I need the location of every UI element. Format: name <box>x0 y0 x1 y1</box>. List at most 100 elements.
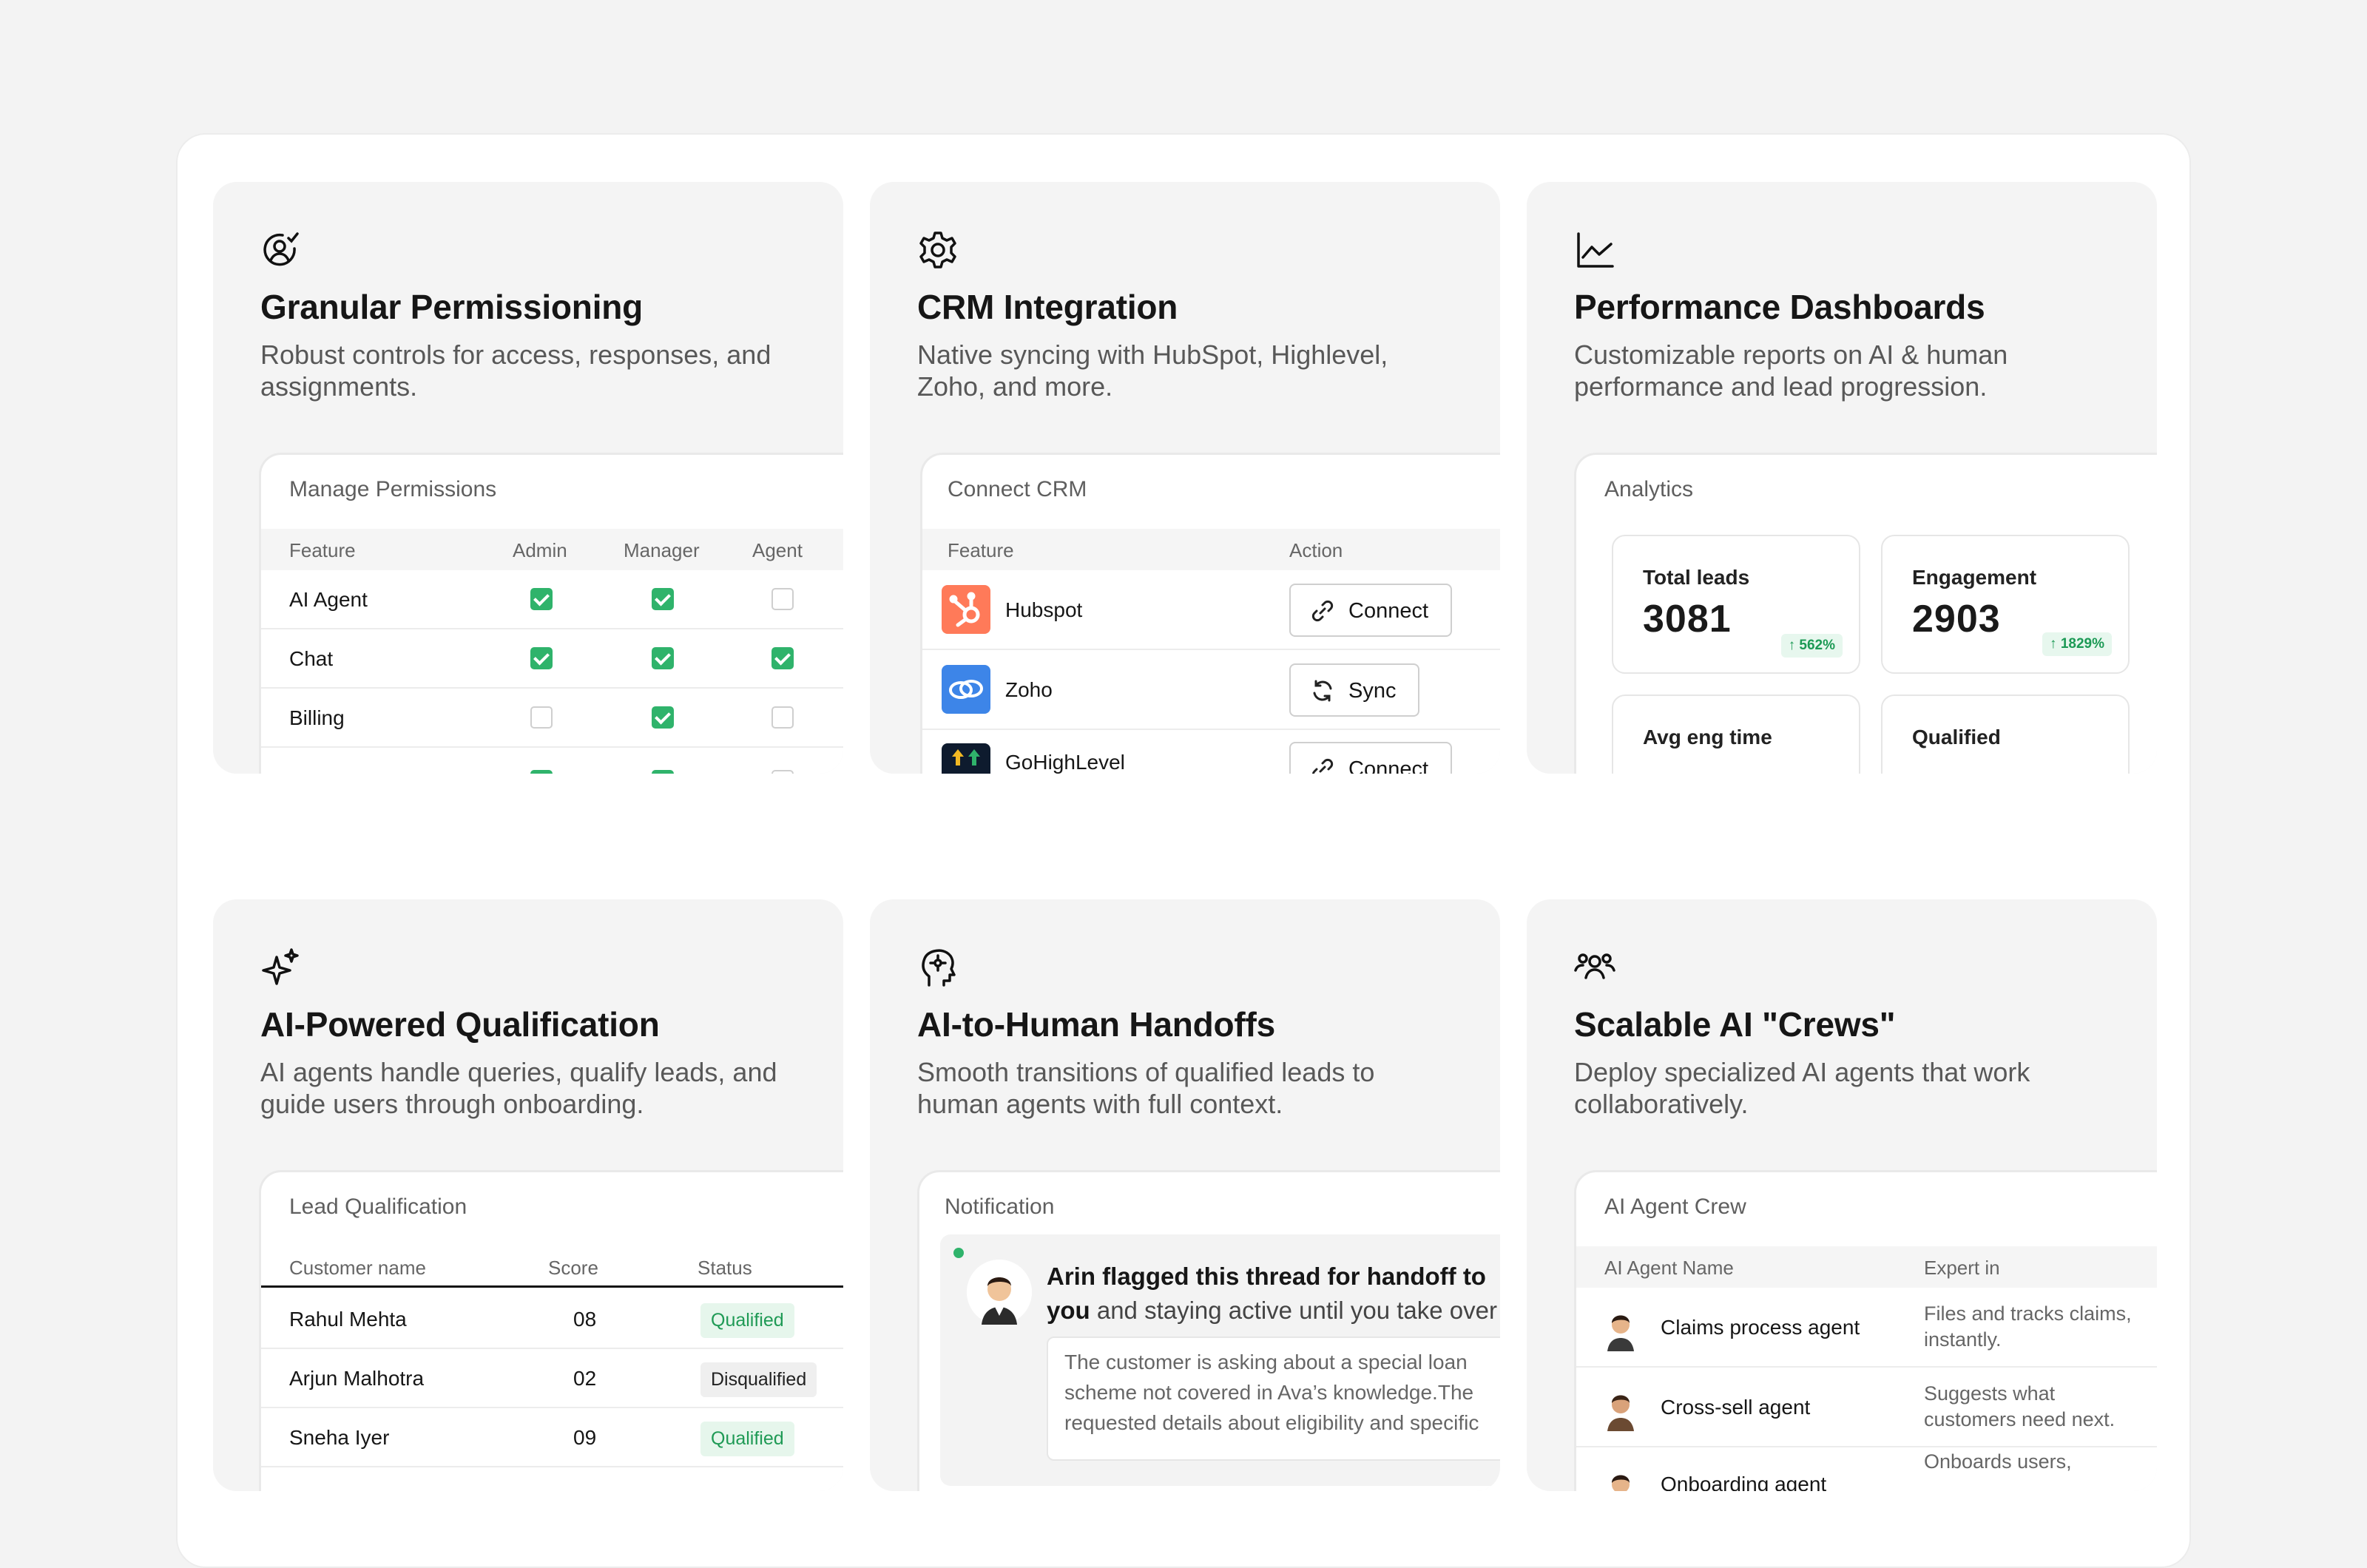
panel-title: Notification <box>945 1194 1055 1219</box>
expertise-line: Files and tracks claims, <box>1924 1302 2132 1325</box>
table-row: Billing <box>261 689 843 748</box>
status-badge: Disqualified <box>700 1362 817 1397</box>
feature-card-handoffs: AI-to-Human Handoffs Smooth transitions … <box>870 899 1500 1491</box>
unread-dot <box>953 1248 964 1258</box>
column-header-score: Score <box>548 1257 598 1279</box>
column-header-expert-in: Expert in <box>1924 1257 2000 1279</box>
feature-card-permissions: Granular Permissioning Robust controls f… <box>213 182 843 774</box>
stat-delta-badge: ↑ 562% <box>1780 634 1843 658</box>
button-label: Connect <box>1348 757 1429 774</box>
agent-name: Onboarding agent <box>1661 1473 1827 1491</box>
table-row: Hubspot Connect <box>922 570 1500 650</box>
card-description: AI agents handle queries, qualify leads,… <box>260 1057 777 1119</box>
card-title: Granular Permissioning <box>260 288 644 326</box>
table-row: Rahul Mehta 08 Qualified <box>261 1290 843 1349</box>
agent-expertise: Files and tracks claims, instantly. <box>1924 1301 2132 1353</box>
users-group-icon <box>1574 947 1615 988</box>
panel-title: Analytics <box>1604 477 1694 501</box>
card-description: Smooth transitions of qualified leads to… <box>917 1057 1375 1119</box>
connect-crm-panel: Connect CRM Feature Action Hubspot <box>920 453 1500 774</box>
checkbox-agent[interactable] <box>771 706 794 729</box>
feature-card-qualification: AI-Powered Qualification AI agents handl… <box>213 899 843 1491</box>
customer-name: Rahul Mehta <box>289 1308 407 1331</box>
notification-you: you <box>1047 1297 1090 1324</box>
table-header: AI Agent Name Expert in <box>1576 1246 2157 1288</box>
stat-delta-badge: ↑ 1829% <box>2042 632 2112 656</box>
feature-card-crm: CRM Integration Native syncing with HubS… <box>870 182 1500 774</box>
table-row: Onboarding agent Onboards users, <box>1576 1447 2157 1491</box>
table-row: Cross-sell agent Suggests what customers… <box>1576 1368 2157 1447</box>
connect-button[interactable]: Connect <box>1289 742 1452 774</box>
stat-label: Total leads <box>1643 566 1750 589</box>
card-title: CRM Integration <box>917 288 1178 326</box>
feature-name: Chat <box>289 647 334 670</box>
crm-name: Hubspot <box>1005 598 1083 621</box>
feature-name: AI Agent <box>289 588 368 611</box>
connect-button[interactable]: Connect <box>1289 584 1452 637</box>
table-row: Claims process agent Files and tracks cl… <box>1576 1288 2157 1368</box>
checkbox-admin[interactable] <box>530 706 553 729</box>
column-header-customer-name: Customer name <box>289 1257 426 1279</box>
crm-name: Zoho <box>1005 678 1053 701</box>
panel-title: Connect CRM <box>948 477 1087 501</box>
panel-title: AI Agent Crew <box>1604 1194 1746 1219</box>
notification-line-1: Arin flagged this thread for handoff to <box>1047 1263 1486 1290</box>
expertise-line: instantly. <box>1924 1328 2002 1351</box>
stat-label: Engagement <box>1912 566 2037 589</box>
checkbox-agent[interactable] <box>771 647 794 669</box>
stat-card-total-leads: Total leads 3081 ↑ 562% <box>1612 535 1860 674</box>
quote-line: The customer is asking about a special l… <box>1064 1351 1468 1373</box>
notification-panel: Notification Arin flagged this thread fo… <box>917 1170 1500 1491</box>
column-header-feature: Feature <box>289 539 356 561</box>
table-row: Chat <box>261 629 843 689</box>
analytics-panel: Analytics Total leads 3081 ↑ 562% Engage… <box>1574 453 2157 774</box>
stat-card-qualified: Qualified <box>1881 695 2130 774</box>
table-row <box>261 748 843 774</box>
stat-label: Avg eng time <box>1643 726 1772 748</box>
sync-button[interactable]: Sync <box>1289 663 1419 717</box>
stat-label: Qualified <box>1912 726 2001 748</box>
checkbox-admin[interactable] <box>530 770 553 774</box>
checkbox-admin[interactable] <box>530 647 553 669</box>
user-check-icon <box>260 229 302 271</box>
sparkles-icon <box>260 947 302 988</box>
customer-name: Sneha Iyer <box>289 1426 390 1449</box>
checkbox-manager[interactable] <box>652 770 674 774</box>
zoho-logo-icon <box>942 665 990 714</box>
agent-name: Cross-sell agent <box>1661 1396 1811 1419</box>
checkbox-agent[interactable] <box>771 588 794 610</box>
features-container: Granular Permissioning Robust controls f… <box>176 133 2191 1568</box>
status-badge: Qualified <box>700 1422 794 1456</box>
notification-line-2: you and staying active until you take ov… <box>1047 1294 1500 1328</box>
stat-value: 2903 <box>1912 598 2001 641</box>
agent-avatar <box>1597 1464 1644 1491</box>
card-description: Robust controls for access, responses, a… <box>260 339 771 402</box>
table-row: Sneha Iyer 09 Qualified <box>261 1408 843 1467</box>
stat-value: 3081 <box>1643 598 1732 641</box>
notification-rest: and staying active until you take over <box>1090 1297 1497 1324</box>
status-badge: Qualified <box>700 1303 794 1338</box>
checkbox-agent[interactable] <box>771 770 794 774</box>
stat-card-engagement: Engagement 2903 ↑ 1829% <box>1881 535 2130 674</box>
card-description: Deploy specialized AI agents that work c… <box>1574 1057 2030 1119</box>
link-icon <box>1310 757 1335 774</box>
card-description: Native syncing with HubSpot, Highlevel, … <box>917 339 1388 402</box>
checkbox-manager[interactable] <box>652 588 674 610</box>
column-header-feature: Feature <box>948 539 1014 561</box>
table-header: Feature Admin Manager Agent <box>261 529 843 570</box>
checkbox-manager[interactable] <box>652 706 674 729</box>
agent-avatar <box>1597 1304 1644 1351</box>
brain-head-icon <box>917 947 959 988</box>
column-header-admin: Admin <box>513 539 567 561</box>
column-header-agent-name: AI Agent Name <box>1604 1257 1734 1279</box>
table-header: Feature Action <box>922 529 1500 570</box>
card-title: AI-to-Human Handoffs <box>917 1005 1276 1044</box>
agent-name: Claims process agent <box>1661 1316 1860 1339</box>
checkbox-manager[interactable] <box>652 647 674 669</box>
card-title: Performance Dashboards <box>1574 288 1985 326</box>
column-header-status: Status <box>698 1257 752 1279</box>
agent-expertise: Onboards users, <box>1924 1449 2072 1475</box>
column-header-agent: Agent <box>752 539 803 561</box>
checkbox-admin[interactable] <box>530 588 553 610</box>
lead-score: 09 <box>573 1426 597 1449</box>
